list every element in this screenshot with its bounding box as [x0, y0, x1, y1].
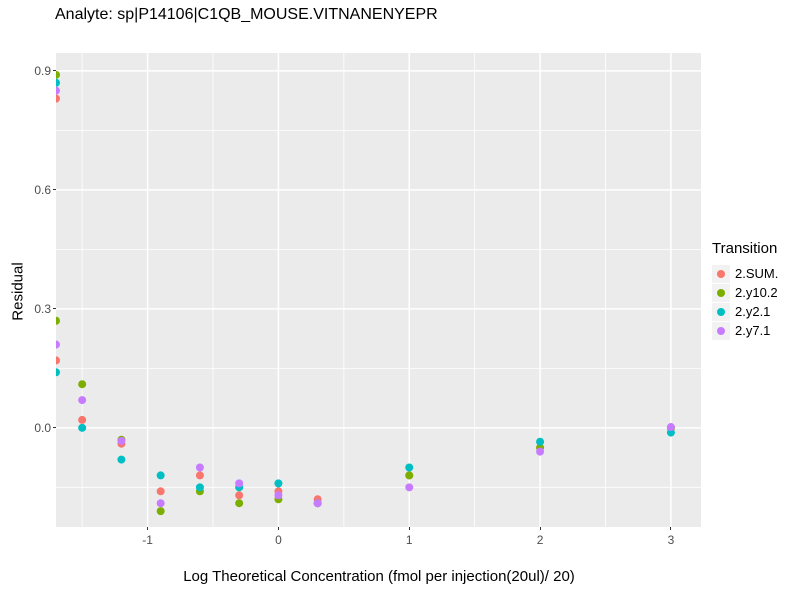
data-point	[195, 463, 204, 472]
legend-rows: 2.SUM. 2.y10.2 2.y2.1 2.y7.1	[712, 264, 778, 340]
data-point	[117, 436, 126, 445]
legend-dot-icon	[717, 326, 725, 335]
y-tick-label: 0.3	[34, 301, 51, 316]
legend-item: 2.y2.1	[712, 302, 778, 321]
data-point	[405, 471, 414, 480]
y-tick-label: 0.0	[34, 420, 51, 435]
legend-label: 2.SUM.	[735, 266, 779, 281]
plot-panel	[56, 53, 701, 527]
data-point	[274, 491, 283, 500]
legend-key	[712, 321, 730, 340]
data-point	[536, 447, 545, 456]
x-axis-label: Log Theoretical Concentration (fmol per …	[183, 568, 575, 585]
x-tick-label: 3	[667, 533, 675, 547]
y-tick-label: 0.9	[34, 63, 51, 78]
data-point	[56, 356, 60, 365]
legend-dot-icon	[717, 269, 725, 278]
data-point	[195, 471, 204, 480]
x-tick-label: 2	[536, 533, 544, 547]
legend-label: 2.y10.2	[735, 285, 778, 300]
data-point	[156, 507, 165, 516]
x-tick-label: 0	[275, 533, 282, 547]
legend-title: Transition	[712, 240, 778, 257]
legend-dot-icon	[717, 288, 725, 297]
data-point	[78, 423, 87, 432]
data-point	[274, 479, 283, 488]
data-point	[78, 380, 87, 389]
y-tick-mark	[53, 308, 56, 310]
y-tick-mark	[53, 427, 56, 429]
x-tick-label: 1	[405, 533, 413, 547]
data-point	[405, 463, 414, 472]
data-point	[117, 455, 126, 464]
y-tick-mark	[53, 70, 56, 72]
x-tick-mark	[147, 527, 149, 530]
data-point	[666, 423, 675, 432]
x-tick-label: -1	[142, 533, 153, 547]
data-point	[313, 499, 322, 508]
y-axis-label: Residual	[9, 262, 27, 321]
legend: Transition 2.SUM. 2.y10.2 2.y2.1 2.y7.1	[712, 240, 778, 340]
data-point	[156, 499, 165, 508]
data-point	[56, 94, 60, 103]
data-point	[56, 78, 60, 87]
data-point	[56, 70, 60, 79]
data-point	[156, 471, 165, 480]
y-tick-label: 0.6	[34, 182, 51, 197]
x-tick-mark	[539, 527, 541, 530]
data-point	[56, 316, 60, 325]
legend-item: 2.y10.2	[712, 283, 778, 302]
data-point	[536, 437, 545, 446]
data-point	[235, 499, 244, 508]
data-point	[78, 415, 87, 424]
data-point	[56, 86, 60, 95]
data-point	[405, 483, 414, 492]
chart-title: Analyte: sp|P14106|C1QB_MOUSE.VITNANENYE…	[55, 6, 438, 23]
x-tick-mark	[408, 527, 410, 530]
data-point	[235, 491, 244, 500]
legend-key	[712, 302, 730, 321]
legend-item: 2.SUM.	[712, 264, 778, 283]
data-point	[666, 428, 675, 437]
data-point	[78, 396, 87, 405]
x-tick-mark	[670, 527, 672, 530]
data-point	[56, 340, 60, 349]
data-point	[156, 487, 165, 496]
legend-item: 2.y7.1	[712, 321, 778, 340]
data-point	[195, 483, 204, 492]
legend-label: 2.y2.1	[735, 304, 771, 319]
data-point	[235, 479, 244, 488]
legend-key	[712, 283, 730, 302]
x-tick-mark	[277, 527, 279, 530]
data-point	[56, 368, 60, 377]
legend-dot-icon	[717, 307, 725, 316]
legend-label: 2.y7.1	[735, 323, 771, 338]
y-tick-mark	[53, 189, 56, 191]
legend-key	[712, 264, 730, 283]
plot-area	[56, 53, 701, 527]
